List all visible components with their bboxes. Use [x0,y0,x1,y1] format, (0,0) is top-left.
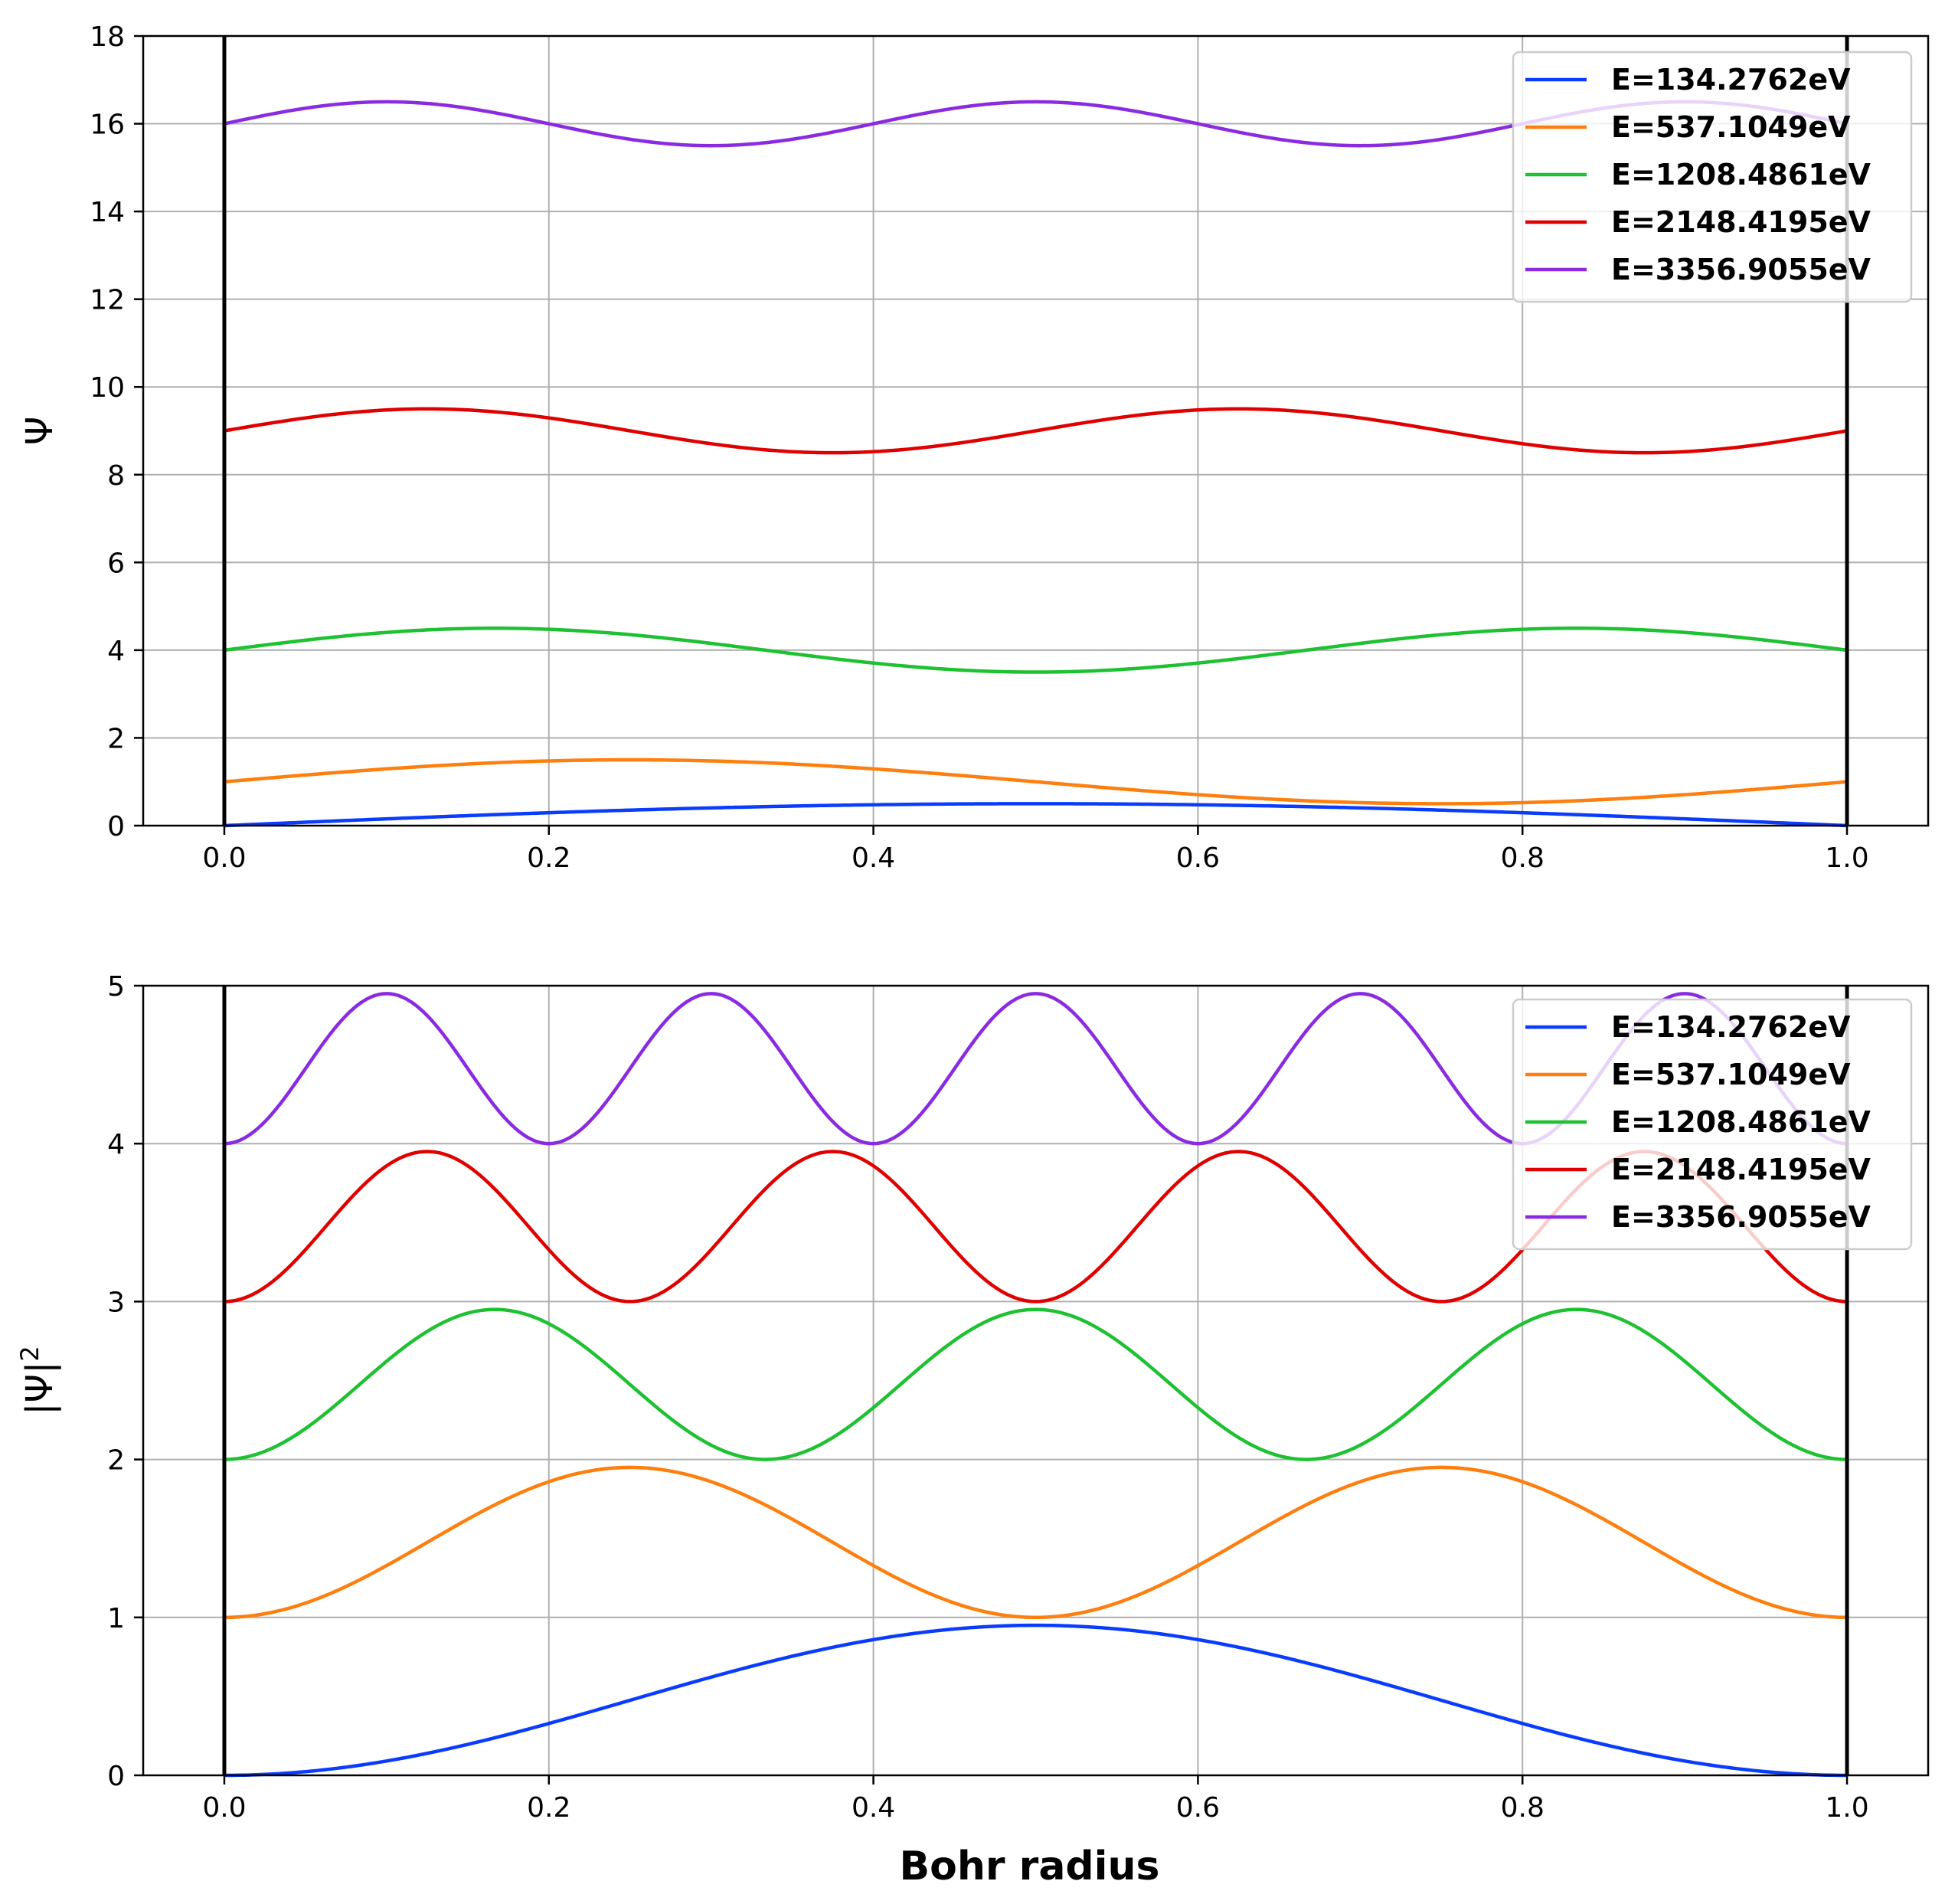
legend-label-4: E=2148.4195eV [1611,205,1871,239]
legend-box [1512,998,1913,1251]
y-tick-label: 6 [107,548,125,579]
y-axis-label-superscript: 2 [15,1346,44,1361]
series-line-1 [224,802,1848,828]
x-tick-label: 0.2 [527,842,570,874]
y-tick-label: 10 [90,372,125,404]
y-tick-label: 18 [90,21,125,53]
x-tick-label: 0.8 [1501,1792,1545,1824]
legend-label-2: E=537.1049eV [1611,1058,1851,1091]
y-tick-label: 0 [107,1761,125,1792]
legend-label-5: E=3356.9055eV [1611,253,1871,286]
y-tick-label: 4 [107,1129,125,1160]
y-tick-label: 0 [107,811,125,842]
series-line-4 [224,407,1848,455]
x-tick-label: 0.4 [852,842,895,874]
x-tick-label: 0.4 [852,1792,895,1824]
legend: E=134.2762eV E=537.1049eV E=1208.4861eV E=2… [1512,51,1913,303]
x-axis-label: Bohr radius [900,1843,1160,1889]
y-axis-label: Ψ [18,417,61,446]
psi-plot: 0.0 0.2 0.4 0.6 0.8 1.0 0 2 4 6 8 10 12 14 16 18 Ψ E=134.… [18,21,1930,874]
series-line-3 [224,626,1848,674]
y-tick-label: 2 [107,1445,125,1477]
y-tick-label: 2 [107,723,125,754]
legend-label-3: E=1208.4861eV [1611,1105,1871,1139]
legend-label-1: E=134.2762eV [1611,1010,1851,1044]
x-tick-label: 0.0 [202,1792,246,1824]
x-tick-label: 1.0 [1825,842,1868,874]
legend-label-1: E=134.2762eV [1611,63,1851,97]
series-line-2 [224,1465,1848,1620]
y-tick-label: 14 [90,197,125,228]
legend-label-5: E=3356.9055eV [1611,1200,1871,1234]
y-tick-label: 4 [107,636,125,667]
legend: E=134.2762eV E=537.1049eV E=1208.4861eV E=2… [1512,998,1913,1251]
x-tick-label: 0.2 [527,1792,570,1824]
x-tick-label: 0.0 [202,842,246,874]
legend-label-3: E=1208.4861eV [1611,158,1871,191]
x-tick-label: 1.0 [1825,1792,1868,1824]
series-line-3 [224,1307,1848,1461]
axes-frame [142,984,1930,1777]
y-tick-label: 5 [107,971,125,1003]
legend-label-2: E=537.1049eV [1611,110,1851,144]
y-tick-label: 16 [90,110,125,141]
legend-label-4: E=2148.4195eV [1611,1153,1871,1186]
x-tick-label: 0.8 [1501,842,1545,874]
x-tick-label: 0.6 [1176,1792,1220,1824]
y-tick-label: 8 [107,460,125,492]
x-tick-label: 0.6 [1176,842,1220,874]
y-tick-label: 3 [107,1287,125,1318]
legend-box [1512,51,1913,303]
axes-frame [142,34,1930,827]
y-tick-label: 12 [90,285,125,316]
y-tick-label: 1 [107,1603,125,1634]
series-line-1 [224,1623,1848,1778]
series-line-2 [224,757,1848,806]
